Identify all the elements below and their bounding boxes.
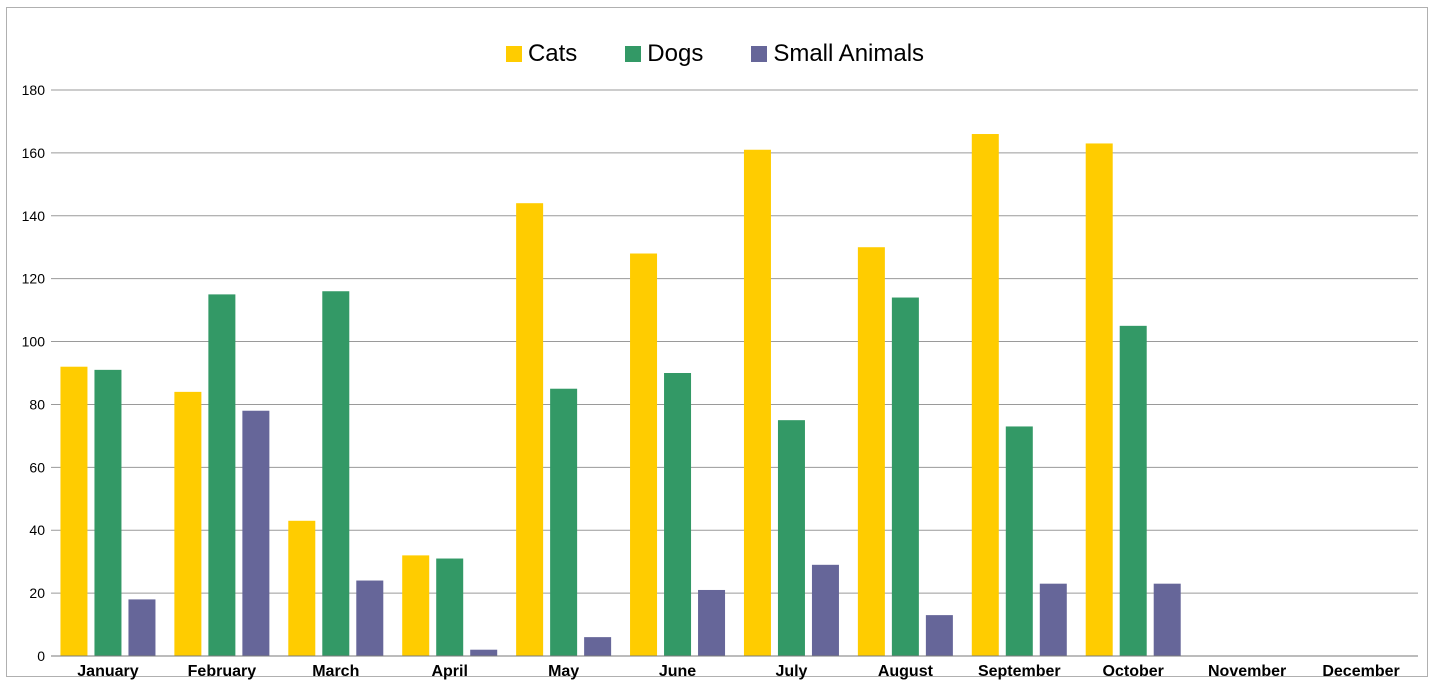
- bar-small-animals: [811, 564, 839, 656]
- bar-cats: [857, 247, 885, 656]
- legend-swatch-small-animals: [751, 46, 768, 62]
- bar-cats: [174, 391, 202, 656]
- legend-label-small-animals: Small Animals: [773, 40, 925, 67]
- x-tick-label: November: [1208, 663, 1286, 680]
- bar-small-animals: [1153, 583, 1181, 656]
- y-tick-label: 120: [22, 271, 46, 287]
- x-tick-label: August: [878, 663, 934, 680]
- bar-dogs: [1119, 325, 1147, 656]
- bar-dogs: [777, 420, 805, 656]
- bar-dogs: [664, 373, 692, 656]
- bar-cats: [402, 555, 430, 656]
- legend-item-cats: Cats: [505, 40, 578, 68]
- y-tick-label: 40: [29, 522, 45, 538]
- bar-cats: [630, 253, 658, 656]
- legend: Cats Dogs Small Animals: [0, 40, 1430, 68]
- x-tick-label: September: [978, 663, 1061, 680]
- bar-small-animals: [128, 599, 156, 656]
- x-tick-label: May: [548, 663, 579, 680]
- y-tick-label: 60: [29, 459, 45, 475]
- x-tick-label: January: [77, 663, 138, 680]
- bar-small-animals: [925, 615, 953, 656]
- x-tick-label: July: [775, 663, 807, 680]
- legend-swatch-cats: [505, 46, 522, 62]
- bar-dogs: [891, 297, 919, 656]
- x-tick-label: April: [431, 663, 467, 680]
- bar-cats: [60, 366, 88, 656]
- bar-dogs: [1005, 426, 1033, 656]
- y-tick-label: 80: [29, 396, 45, 412]
- legend-label-cats: Cats: [527, 40, 578, 67]
- bar-cats: [743, 149, 771, 656]
- bar-small-animals: [356, 580, 384, 656]
- legend-item-small-animals: Small Animals: [751, 40, 924, 68]
- y-tick-label: 140: [22, 208, 46, 224]
- x-tick-label: March: [312, 663, 359, 680]
- y-tick-label: 100: [22, 334, 46, 350]
- legend-item-dogs: Dogs: [625, 40, 703, 68]
- legend-label-dogs: Dogs: [647, 40, 704, 67]
- bar-cats: [288, 520, 316, 656]
- x-tick-label: February: [188, 663, 257, 680]
- bar-dogs: [436, 558, 464, 656]
- bar-small-animals: [470, 649, 498, 656]
- x-tick-label: October: [1103, 663, 1164, 680]
- x-tick-label: June: [659, 663, 696, 680]
- bar-dogs: [94, 369, 122, 656]
- bar-cats: [971, 134, 999, 656]
- x-tick-label: December: [1322, 663, 1399, 680]
- bar-small-animals: [1039, 583, 1067, 656]
- bar-dogs: [322, 291, 350, 656]
- bar-dogs: [550, 388, 578, 656]
- bar-small-animals: [698, 589, 726, 656]
- bar-dogs: [208, 294, 236, 656]
- y-tick-label: 0: [37, 648, 45, 664]
- bar-cats: [516, 203, 544, 656]
- bar-cats: [1085, 143, 1113, 656]
- y-tick-label: 180: [22, 82, 46, 98]
- bar-small-animals: [242, 410, 270, 656]
- y-tick-label: 160: [22, 145, 46, 161]
- y-tick-label: 20: [29, 585, 45, 601]
- legend-swatch-dogs: [625, 46, 642, 62]
- bar-small-animals: [584, 637, 612, 656]
